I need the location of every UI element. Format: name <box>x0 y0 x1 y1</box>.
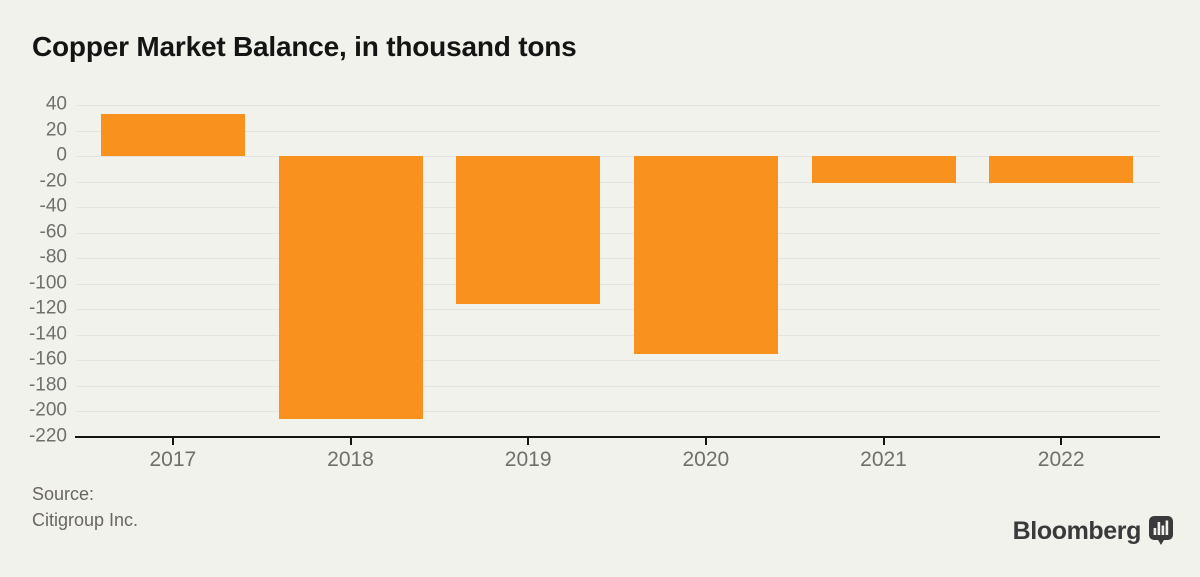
bar-2021 <box>811 156 956 183</box>
gridline <box>77 130 1160 132</box>
gridline <box>77 232 1160 234</box>
x-axis-label-2020: 2020 <box>682 448 730 471</box>
x-axis-label-2017: 2017 <box>149 448 197 471</box>
gridline <box>77 411 1160 413</box>
x-axis-tick <box>1060 438 1063 445</box>
y-axis-tick-label: -120 <box>28 297 67 319</box>
bloomberg-wordmark: Bloomberg <box>1012 516 1142 545</box>
source-label: Source: <box>32 484 95 504</box>
gridline <box>77 334 1160 336</box>
x-axis-label-2018: 2018 <box>327 448 374 471</box>
x-axis-tick <box>171 438 174 445</box>
y-axis-tick-label: -80 <box>39 246 67 268</box>
y-axis-tick-label: -140 <box>28 323 67 345</box>
y-axis-tick-label: -40 <box>39 195 67 217</box>
x-axis-label-2022: 2022 <box>1037 448 1085 471</box>
bar-2020 <box>633 156 778 354</box>
bar-2017 <box>100 113 245 157</box>
gridline <box>77 385 1160 387</box>
gridline <box>77 207 1160 209</box>
source-note: Source: Citigroup Inc. <box>32 481 138 533</box>
bar-2019 <box>456 156 601 305</box>
y-axis-tick-label: 0 <box>56 144 67 166</box>
bar-2022 <box>989 156 1134 183</box>
y-axis-tick-label: -20 <box>39 170 67 192</box>
x-axis-tick <box>704 438 707 445</box>
y-axis-tick-label: 20 <box>45 119 67 141</box>
y-axis-tick-label: -100 <box>28 272 67 294</box>
gridline <box>77 283 1160 285</box>
x-axis-label-2021: 2021 <box>860 448 907 471</box>
x-axis-line <box>75 436 1160 438</box>
gridline <box>77 181 1160 183</box>
x-axis-tick <box>527 438 530 445</box>
y-axis-tick-label: -200 <box>28 400 67 422</box>
gridline <box>77 156 1160 158</box>
chart-title: Copper Market Balance, in thousand tons <box>32 31 577 62</box>
gridline <box>77 105 1160 106</box>
y-axis-tick-label: -160 <box>28 348 67 370</box>
y-axis-tick-label: -220 <box>28 425 67 447</box>
gridline <box>77 258 1160 260</box>
y-axis-tick-label: -60 <box>39 221 67 243</box>
source-name: Citigroup Inc. <box>32 510 139 530</box>
bar-2018 <box>278 156 423 420</box>
y-axis-tick-label: 40 <box>45 93 67 115</box>
bloomberg-chart-bubble-icon <box>1149 516 1173 545</box>
gridline <box>77 309 1160 311</box>
x-axis-tick <box>349 438 352 445</box>
x-axis-label-2019: 2019 <box>504 448 552 471</box>
gridline <box>77 360 1160 362</box>
y-axis-tick-label: -180 <box>28 374 67 396</box>
x-axis-tick <box>882 438 885 445</box>
bloomberg-logo: Bloomberg <box>1013 516 1173 546</box>
